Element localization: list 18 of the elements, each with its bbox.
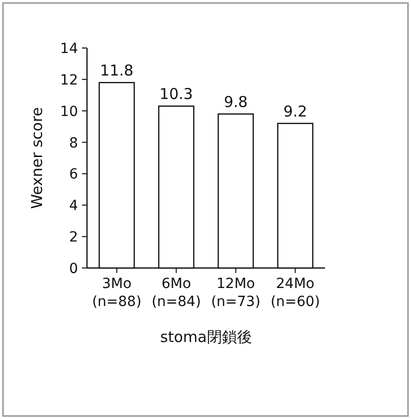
x-tick-label: 3Mo (n=88) bbox=[92, 276, 142, 310]
y-axis-title: Wexner score bbox=[28, 107, 46, 209]
data-label: 9.8 bbox=[224, 93, 248, 111]
x-tick-label: 24Mo (n=60) bbox=[270, 276, 320, 310]
data-label: 11.8 bbox=[100, 62, 134, 80]
data-label: 10.3 bbox=[160, 85, 193, 104]
y-tick-label: 12 bbox=[60, 72, 78, 88]
y-tick-label: 0 bbox=[69, 261, 78, 277]
y-tick-label: 14 bbox=[60, 41, 78, 57]
x-axis-title: stoma閉鎖後 bbox=[160, 328, 252, 346]
y-tick-label: 2 bbox=[69, 230, 78, 246]
y-tick-label: 6 bbox=[69, 166, 78, 183]
y-tick-label: 10 bbox=[60, 104, 78, 120]
data-label: 9.2 bbox=[283, 102, 308, 120]
x-tick-label: 12Mo (n=73) bbox=[211, 276, 260, 310]
x-tick-label: 6Mo (n=84) bbox=[152, 276, 201, 310]
y-tick-label: 4 bbox=[69, 198, 78, 214]
y-tick-label: 8 bbox=[69, 135, 78, 152]
